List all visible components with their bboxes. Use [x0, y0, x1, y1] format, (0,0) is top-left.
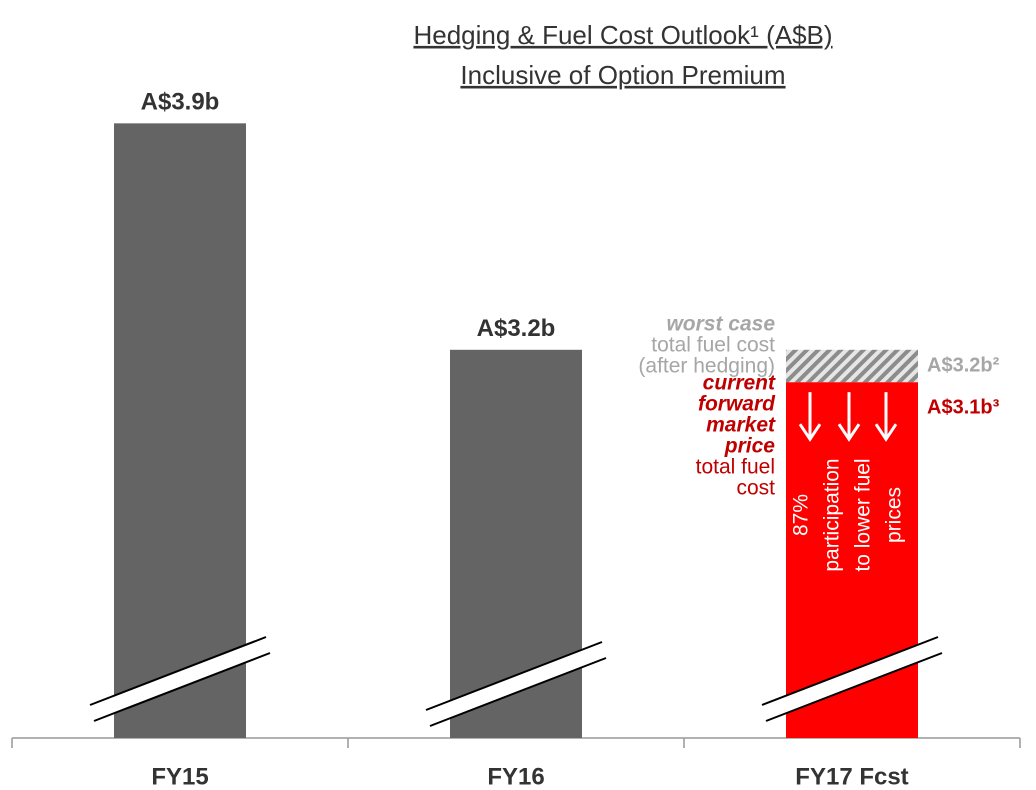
arrow-head	[837, 423, 861, 442]
axis-break-line	[425, 641, 603, 711]
x-tick-label: FY16	[487, 763, 544, 790]
bar-note: 87%	[790, 494, 813, 536]
bar-note: participation	[821, 458, 844, 571]
forward-note: current	[703, 372, 776, 395]
worst-case-note: total fuel cost	[651, 334, 775, 357]
bar-note: prices	[883, 487, 906, 543]
axis-break	[426, 642, 606, 726]
arrow-head	[874, 423, 898, 442]
chart-subtitle: Inclusive of Option Premium	[460, 60, 785, 90]
forward-note: cost	[736, 477, 775, 500]
forward-note: price	[724, 435, 776, 458]
axis-break-line	[89, 636, 267, 706]
arrow-head	[798, 423, 822, 442]
x-tick-label: FY15	[151, 763, 208, 790]
bar	[114, 123, 246, 739]
worst-case-note: worst case	[666, 313, 775, 336]
axis-break	[90, 637, 270, 721]
chart-title: Hedging & Fuel Cost Outlook¹ (A$B)	[413, 20, 832, 50]
forward-note: total fuel	[696, 456, 775, 479]
axis-break-line	[93, 652, 271, 722]
worst-case-label: A$3.2b²	[927, 354, 1000, 376]
value-label: A$3.9b	[141, 89, 220, 116]
axis-break-line	[761, 636, 939, 706]
forward-note: forward	[698, 393, 776, 416]
value-label: A$3.2b	[477, 315, 556, 342]
axis-break-line	[765, 652, 943, 722]
axis-break	[762, 637, 942, 721]
bar-note: to lower fuel	[852, 458, 875, 571]
axis-break-line	[429, 657, 607, 727]
x-tick-label: FY17 Fcst	[795, 763, 908, 790]
worst-case-note: (after hedging)	[638, 355, 775, 378]
value-label: A$3.1b³	[927, 396, 1000, 418]
forward-note: market	[706, 414, 776, 437]
worst-case-segment	[786, 349, 918, 383]
